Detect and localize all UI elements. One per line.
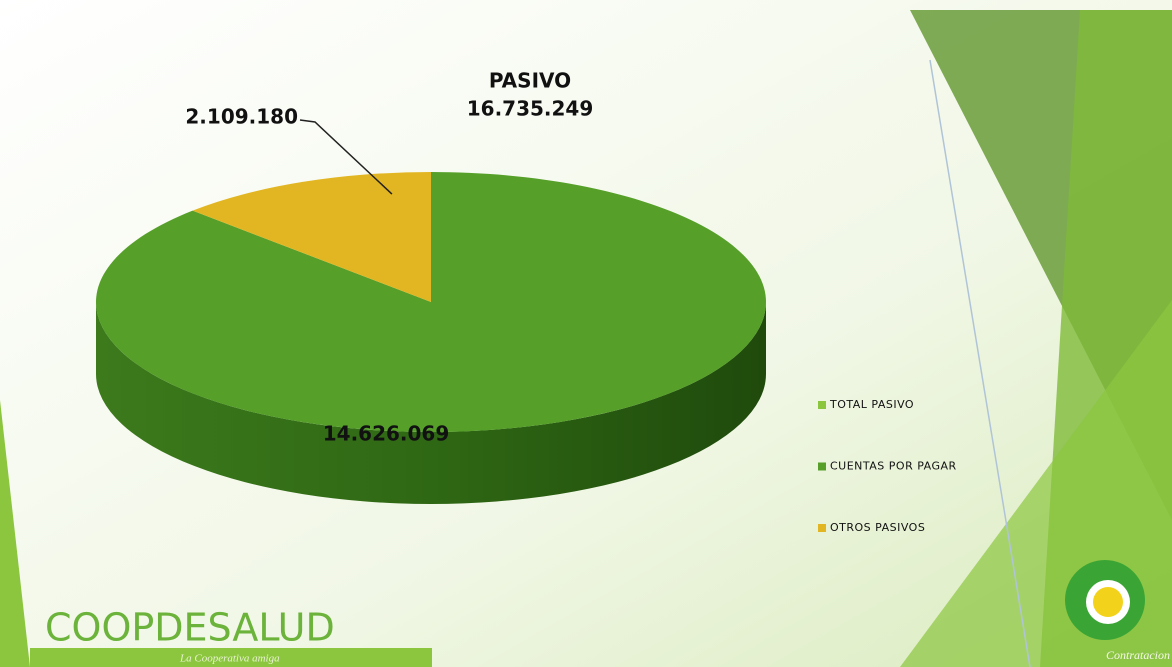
chart-title: PASIVO — [489, 69, 571, 93]
brand: COOPDESALUD — [45, 606, 335, 650]
data-label: 2.109.180 — [185, 105, 298, 129]
chart-subtitle: 16.735.249 — [467, 97, 594, 121]
leader-line — [299, 119, 393, 195]
pie-slice — [192, 172, 431, 302]
logo — [1065, 560, 1145, 640]
decor-line — [929, 59, 1031, 667]
data-label: 14.626.069 — [323, 422, 450, 446]
legend-label: CUENTAS POR PAGAR — [830, 460, 957, 473]
pie-side — [96, 302, 766, 504]
tagline-bar — [30, 648, 432, 667]
corner-text: Contratacion — [1106, 648, 1170, 662]
legend-swatch — [818, 462, 826, 471]
legend-swatch — [818, 401, 826, 409]
legend-label: TOTAL PASIVO — [829, 398, 914, 411]
pie-slice — [95, 172, 766, 432]
legend-swatch — [818, 524, 826, 532]
legend-label: OTROS PASIVOS — [830, 521, 925, 534]
decor — [0, 400, 30, 667]
tagline: La Cooperativa amiga — [179, 653, 280, 665]
